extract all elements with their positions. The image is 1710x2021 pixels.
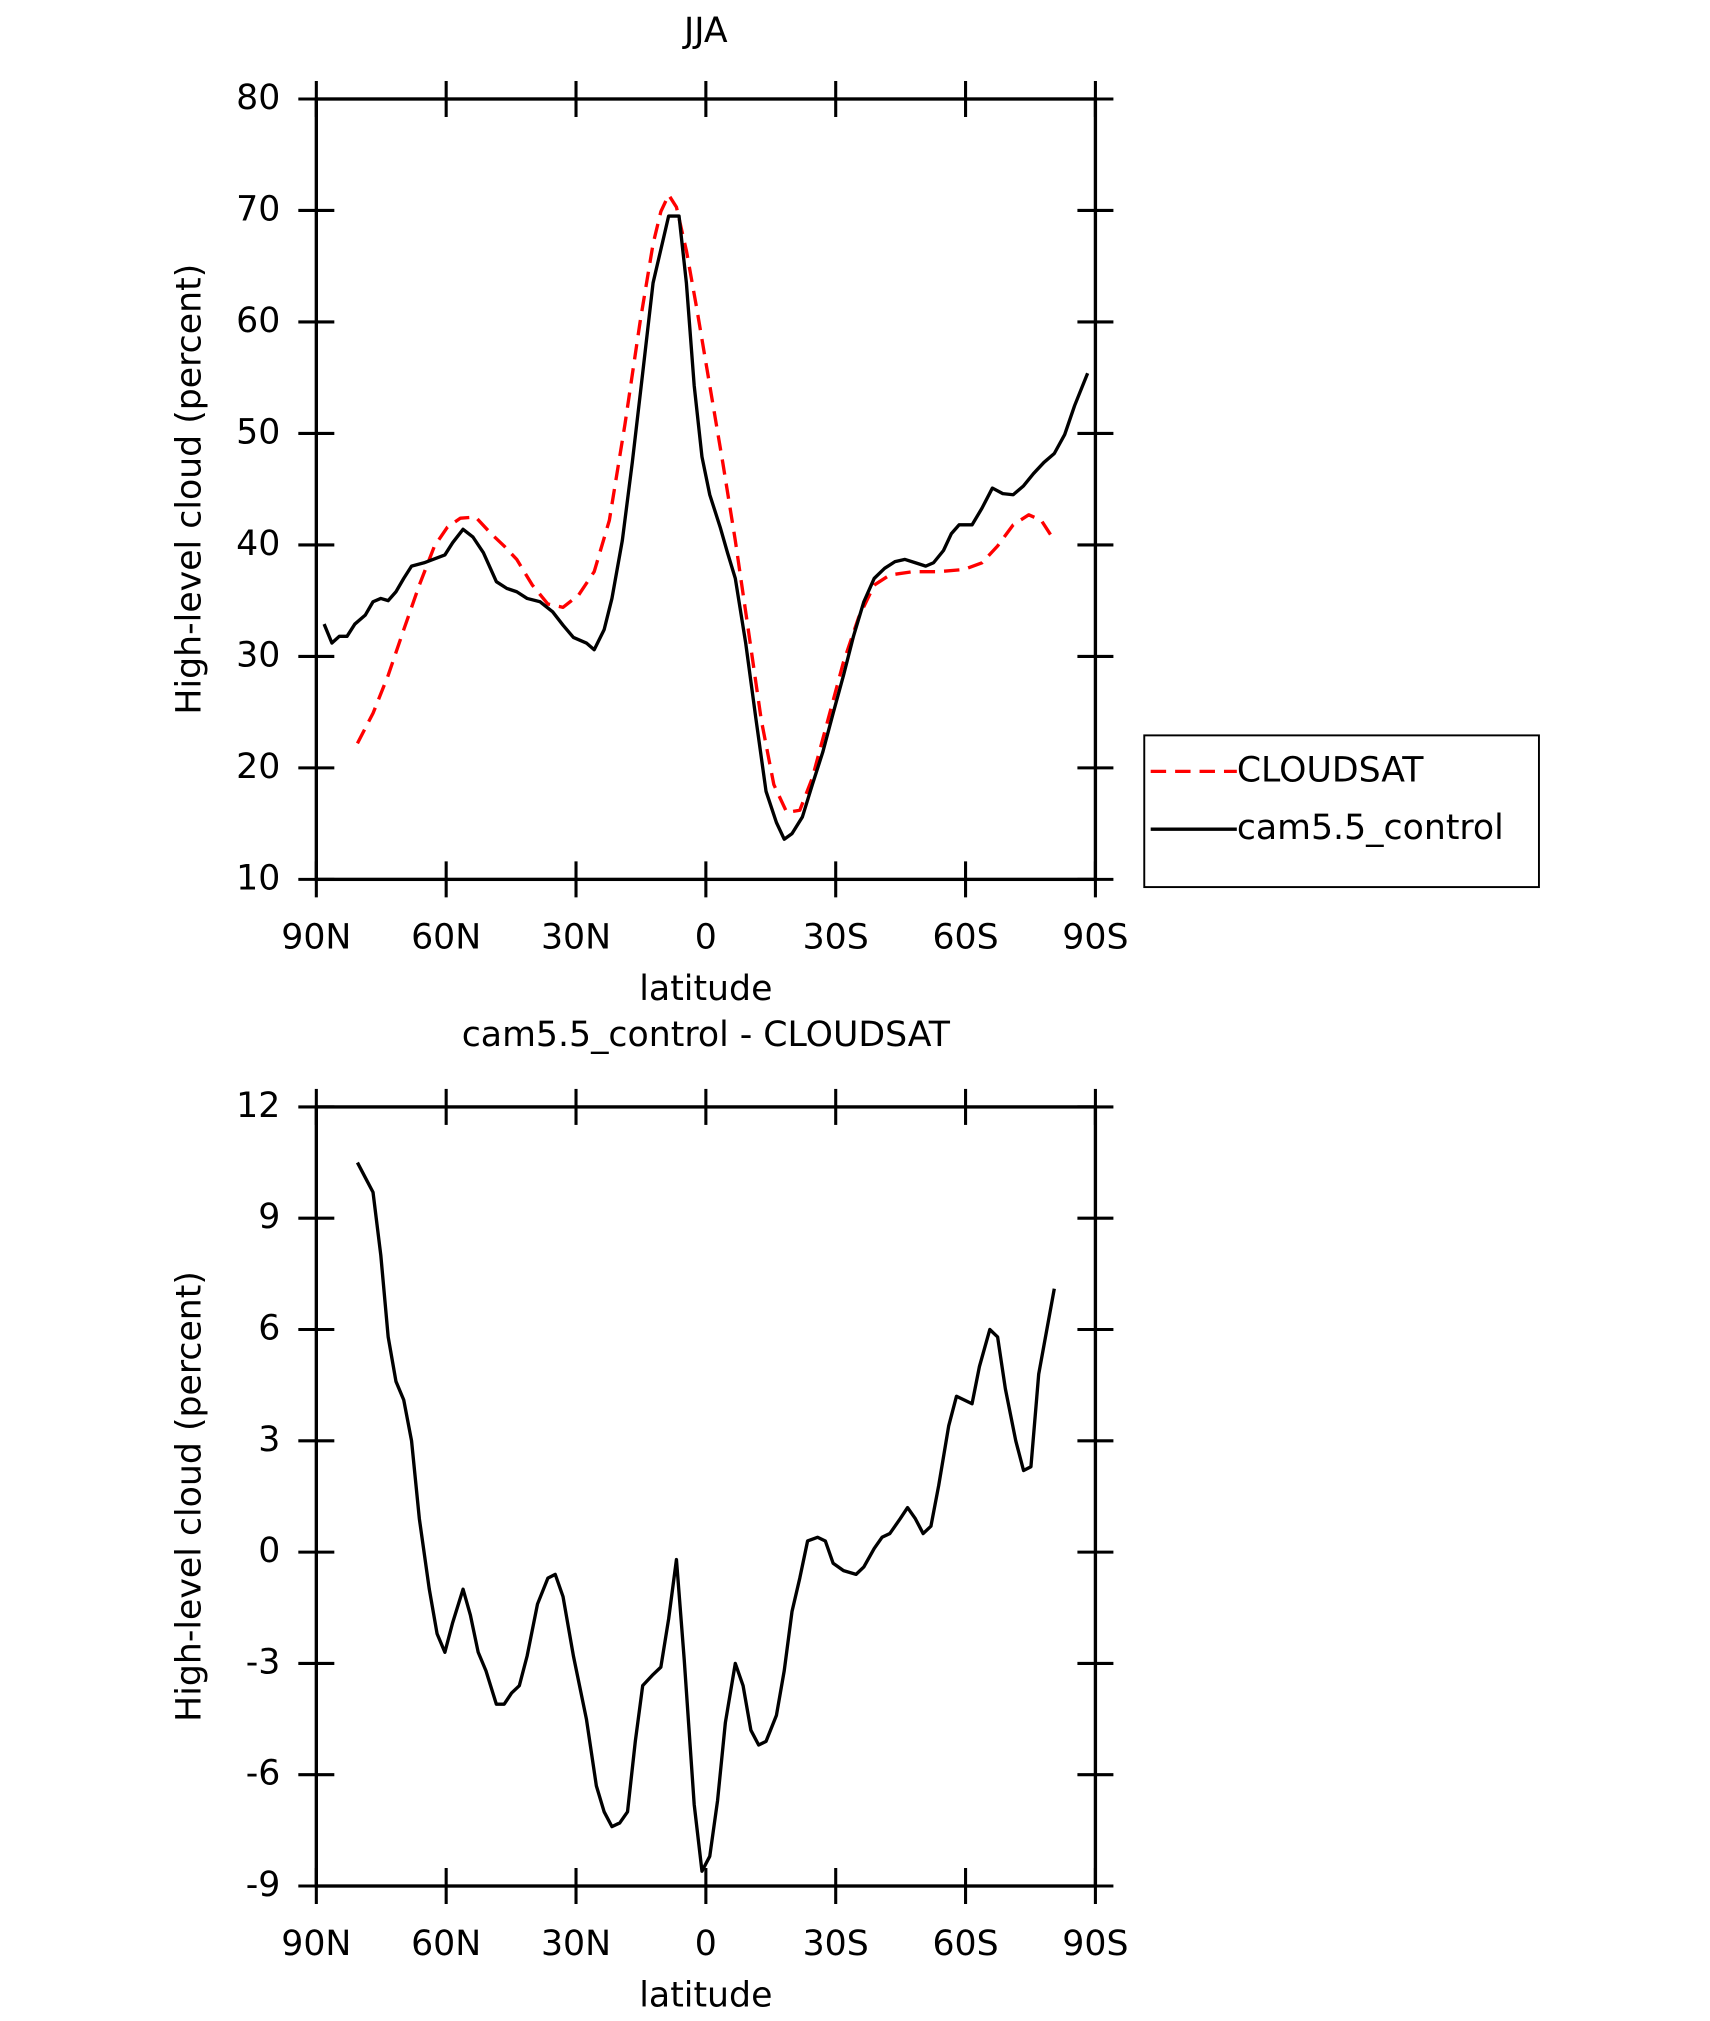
legend-label: CLOUDSAT	[1237, 750, 1424, 790]
y-tick-label: 70	[236, 189, 280, 229]
x-tick-label: 0	[695, 918, 717, 958]
chart-title: cam5.5_control - CLOUDSAT	[462, 1015, 951, 1055]
x-tick-label: 60N	[411, 1924, 481, 1964]
legend-label: cam5.5_control	[1237, 808, 1504, 848]
data-line	[355, 193, 1056, 815]
y-tick-label: 30	[236, 635, 280, 675]
y-tick-label: 10	[236, 858, 280, 898]
y-tick-label: 0	[258, 1531, 280, 1571]
y-tick-label: -3	[246, 1642, 281, 1682]
x-tick-label: 90S	[1062, 1924, 1128, 1964]
x-tick-label: 90N	[281, 1924, 351, 1964]
x-tick-label: 0	[695, 1924, 717, 1964]
x-tick-label: 60S	[932, 1924, 998, 1964]
x-tick-label: 30N	[541, 918, 611, 958]
x-tick-label: 30N	[541, 1924, 611, 1964]
y-axis-label: High-level cloud (percent)	[169, 264, 209, 715]
y-tick-label: 40	[236, 524, 280, 564]
y-tick-label: -9	[246, 1865, 281, 1905]
chart-title: JJA	[682, 11, 728, 51]
y-tick-label: 50	[236, 412, 280, 452]
legend-box	[1143, 734, 1540, 889]
x-tick-label: 90S	[1062, 918, 1128, 958]
plot-frame	[314, 1105, 1098, 1888]
x-tick-label: 30S	[803, 1924, 869, 1964]
y-tick-label: 9	[258, 1197, 280, 1237]
plot-frame	[314, 97, 1098, 882]
data-line	[355, 1161, 1056, 1873]
y-tick-label: 80	[236, 78, 280, 118]
x-tick-label: 90N	[281, 918, 351, 958]
x-axis-label: latitude	[639, 969, 772, 1009]
y-tick-label: 20	[236, 747, 280, 787]
y-tick-label: 3	[258, 1420, 280, 1460]
y-tick-label: 12	[236, 1086, 280, 1126]
y-tick-label: 6	[258, 1309, 280, 1349]
x-axis-label: latitude	[639, 1976, 772, 2016]
y-axis-label: High-level cloud (percent)	[169, 1271, 209, 1722]
x-tick-label: 60N	[411, 918, 481, 958]
x-tick-label: 30S	[803, 918, 869, 958]
y-tick-label: -6	[246, 1754, 281, 1794]
y-tick-label: 60	[236, 301, 280, 341]
data-line	[322, 214, 1090, 841]
x-tick-label: 60S	[932, 918, 998, 958]
